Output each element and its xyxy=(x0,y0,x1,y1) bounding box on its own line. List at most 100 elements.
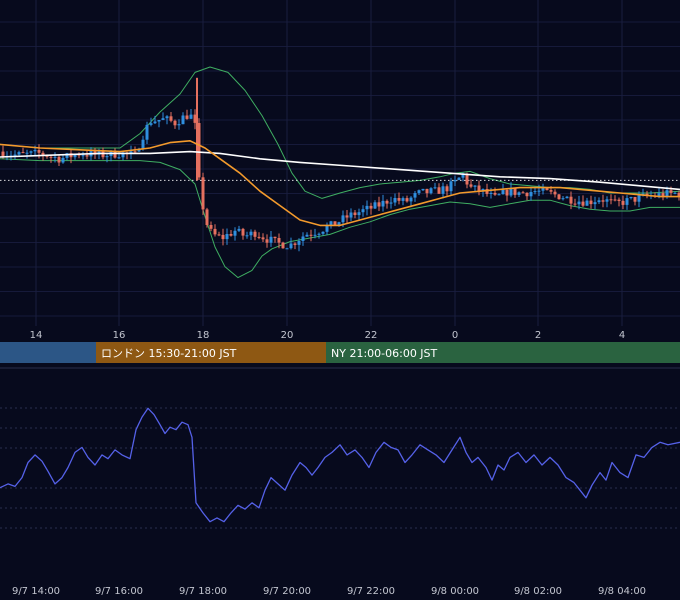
candle-body xyxy=(85,155,89,157)
candle-body xyxy=(149,123,153,125)
candle-body xyxy=(165,116,169,119)
oscillator-line xyxy=(0,407,680,523)
price-panel-grid xyxy=(0,0,680,326)
session-band xyxy=(326,342,680,363)
candle-body xyxy=(517,192,521,195)
candle-body xyxy=(549,190,553,192)
candle-body xyxy=(209,225,213,229)
bollinger-lower-line xyxy=(0,158,680,279)
candle-body xyxy=(473,185,477,187)
session-band xyxy=(0,342,96,363)
candle-body xyxy=(297,241,301,245)
candle-body xyxy=(205,209,209,225)
oscillator-x-tick-label: 9/8 00:00 xyxy=(431,586,479,597)
candle-body xyxy=(669,190,673,193)
candle-body xyxy=(557,194,561,200)
candle-body xyxy=(373,202,377,209)
candle-body xyxy=(485,189,489,194)
candle-body xyxy=(265,239,269,243)
candle-body xyxy=(369,205,373,209)
candle-body xyxy=(341,215,345,223)
candle-body xyxy=(269,236,273,243)
candle-body xyxy=(465,174,469,185)
candle-body xyxy=(329,221,333,226)
price-x-axis-bg xyxy=(0,326,680,342)
candle-body xyxy=(421,188,425,191)
candle-body xyxy=(593,202,597,205)
candle-body xyxy=(661,193,665,197)
candle-body xyxy=(633,197,637,202)
candle-body xyxy=(145,124,149,140)
candle-body xyxy=(193,114,197,123)
candle-body xyxy=(33,150,37,152)
candle-body xyxy=(541,188,545,191)
candle-body xyxy=(261,237,265,240)
candle-body xyxy=(237,228,241,231)
candle-body xyxy=(349,212,353,218)
candle-body xyxy=(357,212,361,216)
candle-body xyxy=(365,205,369,210)
candle-body xyxy=(21,152,25,154)
candle-body xyxy=(509,188,513,196)
candle-body xyxy=(477,185,481,192)
candle-body xyxy=(285,248,289,250)
oscillator-x-tick-label: 9/7 14:00 xyxy=(12,586,60,597)
candle-body xyxy=(77,154,81,156)
candle-body xyxy=(437,187,441,194)
candle-body xyxy=(677,192,680,197)
candle-body xyxy=(13,154,17,156)
candle-body xyxy=(253,231,257,237)
oscillator-x-tick-label: 9/7 16:00 xyxy=(95,586,143,597)
candle-body xyxy=(257,236,261,238)
candle-body xyxy=(441,186,445,194)
candle-body xyxy=(585,200,589,206)
candle-body xyxy=(173,120,177,126)
price-x-tick-label: 20 xyxy=(281,330,294,341)
candle-body xyxy=(73,154,77,158)
candle-body xyxy=(597,200,601,203)
candle-body xyxy=(113,150,117,158)
candle-body xyxy=(249,231,253,236)
candle-body xyxy=(617,199,621,201)
candle-body xyxy=(273,236,277,239)
candle-body xyxy=(577,201,581,205)
candle-body xyxy=(81,155,85,157)
price-x-tick-label: 2 xyxy=(535,330,541,341)
candle-body xyxy=(601,200,605,202)
candle-body xyxy=(333,221,337,226)
candle-body xyxy=(105,156,109,158)
candle-body xyxy=(189,114,193,119)
candle-body xyxy=(141,139,145,150)
candle-body xyxy=(377,202,381,207)
candle-body xyxy=(61,157,65,163)
candle-body xyxy=(49,156,53,158)
candle-body xyxy=(305,234,309,237)
candle-body xyxy=(393,198,397,203)
candle-body xyxy=(389,202,393,204)
candle-body xyxy=(397,198,401,201)
candle-body xyxy=(513,188,517,195)
candle-body xyxy=(153,121,157,124)
candle-body xyxy=(185,115,189,119)
candle-body xyxy=(449,181,453,192)
oscillator-grid xyxy=(0,407,680,529)
candle-body xyxy=(277,238,281,243)
candle-body xyxy=(469,184,473,187)
candles xyxy=(1,77,680,252)
oscillator-x-tick-label: 9/8 02:00 xyxy=(514,586,562,597)
oscillator-x-tick-label: 9/8 04:00 xyxy=(598,586,646,597)
price-x-tick-label: 22 xyxy=(365,330,378,341)
oscillator-x-tick-label: 9/7 18:00 xyxy=(179,586,227,597)
candle-body xyxy=(569,196,573,204)
candle-body xyxy=(317,233,321,235)
candle-body xyxy=(169,116,173,121)
candle-body xyxy=(453,180,457,182)
candle-body xyxy=(621,200,625,205)
candle-body xyxy=(229,234,233,236)
slow-moving-average-line xyxy=(0,150,680,191)
candle-body xyxy=(561,198,565,200)
candle-body xyxy=(489,192,493,194)
candle-body xyxy=(65,153,69,158)
candle-body xyxy=(197,123,201,178)
